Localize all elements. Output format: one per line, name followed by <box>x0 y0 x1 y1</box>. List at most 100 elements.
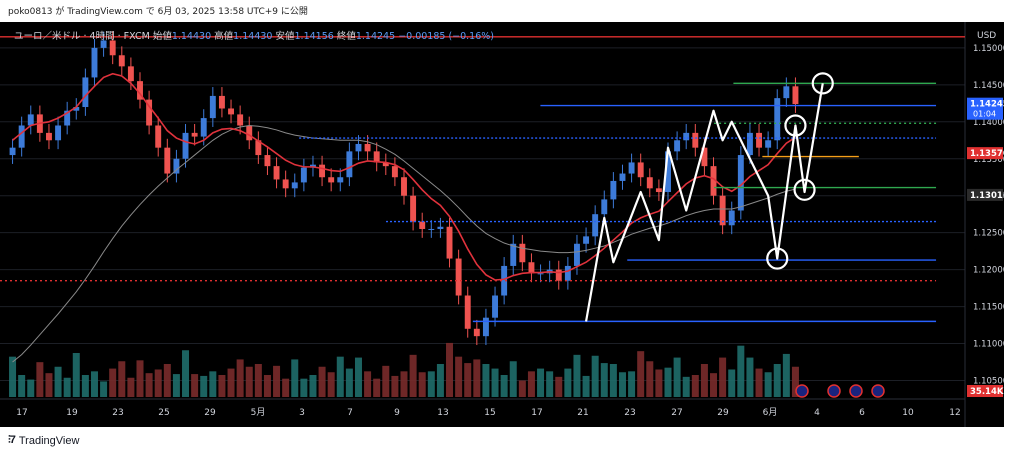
economic-event-icon <box>827 384 841 398</box>
volume-bar <box>546 371 554 397</box>
volume-bar <box>200 375 208 397</box>
candle-body <box>401 177 407 196</box>
volume-bar <box>318 366 326 397</box>
close-value: 1.14245 <box>355 31 396 42</box>
candle-body <box>173 158 180 174</box>
volume-bar <box>172 374 180 397</box>
candle-body <box>501 265 508 296</box>
open-label: 始値 <box>152 31 172 42</box>
volume-bar <box>791 366 799 397</box>
time-tick-label: 21 <box>577 408 588 418</box>
candle-body <box>27 114 34 126</box>
volume-bar <box>209 371 217 397</box>
pivot-circle <box>766 247 789 270</box>
volume-bar <box>637 351 645 397</box>
time-tick-label: 29 <box>204 408 216 418</box>
price-tick-label: 1.15000 <box>973 44 1004 54</box>
volume-bar <box>646 361 654 397</box>
candle-body <box>91 47 98 78</box>
volume-bar <box>436 364 444 397</box>
candle-body <box>746 132 753 156</box>
volume-bar <box>245 366 253 397</box>
volume-bar <box>300 378 308 397</box>
publish-caption: poko0813 が TradingView.com で 6月 03, 2025… <box>8 7 308 17</box>
candle-body <box>218 95 225 109</box>
countdown-label: 01:04 <box>973 110 996 119</box>
candle-body <box>118 55 125 67</box>
candle-body <box>564 265 571 281</box>
volume-bar <box>700 364 708 397</box>
candle-body <box>737 155 744 211</box>
volume-bar <box>518 380 526 397</box>
candle-body <box>291 182 298 189</box>
volume-bar <box>163 364 171 397</box>
chart-area[interactable]: 1.150001.145001.140001.135001.130001.125… <box>0 22 1009 427</box>
change-value: −0.00185 (−0.16%) <box>398 31 495 42</box>
candle-body <box>619 173 626 181</box>
low-value: 1.14156 <box>294 31 334 42</box>
candle-body <box>428 228 435 230</box>
volume-bar <box>227 368 235 397</box>
candle-body <box>127 66 134 82</box>
candle-body <box>601 199 608 215</box>
candle-body <box>200 118 207 137</box>
time-tick-label: 17 <box>531 408 542 418</box>
candle-body <box>137 81 143 100</box>
candle-body <box>783 86 790 99</box>
time-tick-label: 9 <box>394 408 400 418</box>
candle-body <box>364 143 371 152</box>
volume-bar <box>473 359 481 397</box>
volume-bar <box>664 367 672 397</box>
price-chart[interactable]: 1.150001.145001.140001.135001.130001.125… <box>0 22 1009 427</box>
volume-bar <box>254 364 262 397</box>
volume-bar <box>764 372 772 397</box>
volume-bar <box>18 375 26 397</box>
candle-body <box>191 132 198 137</box>
price-badge <box>967 147 1003 160</box>
volume-bar <box>218 375 226 397</box>
volume-bar <box>345 368 353 397</box>
volume-bar <box>710 373 718 397</box>
volume-bar <box>90 371 98 397</box>
volume-bar <box>691 375 699 397</box>
candle-body <box>410 195 417 222</box>
currency-label: USD <box>977 31 996 41</box>
volume-bar <box>282 378 290 397</box>
time-tick-label: 3 <box>299 408 305 418</box>
volume-badge-label: 35.14K <box>970 387 1004 397</box>
candle-body <box>146 99 153 126</box>
candle-body <box>637 162 644 178</box>
volume-bar <box>573 354 581 397</box>
price-tick-label: 1.14000 <box>973 118 1004 128</box>
volume-bar <box>109 368 117 397</box>
volume-bar <box>582 375 590 397</box>
candle-body <box>555 269 562 281</box>
candle-body <box>64 110 71 126</box>
candle-body <box>455 258 462 296</box>
candle-body <box>674 140 681 152</box>
volume-bar <box>263 375 271 397</box>
volume-bar <box>527 371 535 397</box>
candle-body <box>55 125 62 141</box>
candle-body <box>237 114 244 126</box>
candle-body <box>155 125 162 148</box>
volume-bar <box>72 353 80 397</box>
candle-body <box>774 98 781 141</box>
volume-bar <box>136 360 144 397</box>
candle-body <box>182 132 189 159</box>
candle-body <box>583 236 590 244</box>
candle-body <box>82 77 89 108</box>
time-tick-label: 6 <box>859 408 865 418</box>
volume-bar <box>773 364 781 397</box>
fast-moving-average-line <box>12 72 796 281</box>
volume-bar <box>655 369 663 397</box>
candle-body <box>592 214 599 237</box>
volume-bar <box>464 363 472 397</box>
candle-body <box>109 40 116 56</box>
candle-body <box>18 125 25 148</box>
volume-bar <box>418 372 426 397</box>
candle-body <box>346 151 353 178</box>
volume-bar <box>63 377 71 397</box>
candle-body <box>355 143 362 152</box>
volume-bar <box>628 371 636 397</box>
